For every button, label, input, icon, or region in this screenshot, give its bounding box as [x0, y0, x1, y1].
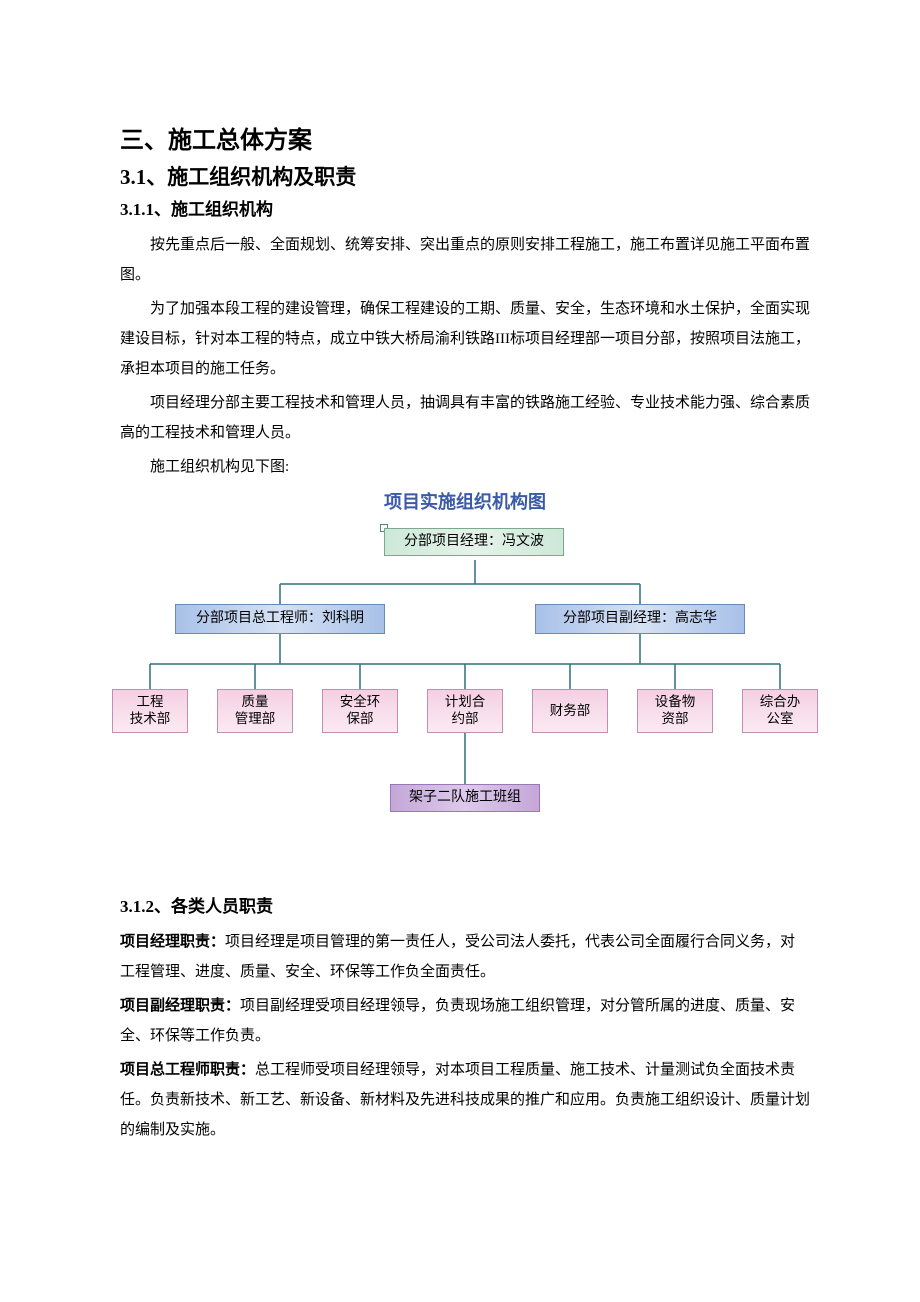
org-dept-6-l1: 综合办: [760, 694, 801, 711]
resp-item-2: 项目总工程师职责：总工程师受项目经理领导，对本项目工程质量、施工技术、计量测试负…: [120, 1055, 810, 1145]
org-node-chief-engineer: 分部项目总工程师：刘科明: [175, 604, 385, 634]
heading-3-1-1: 3.1.1、施工组织机构: [120, 195, 810, 220]
paragraph-3: 项目经理分部主要工程技术和管理人员，抽调具有丰富的铁路施工经验、专业技术能力强、…: [120, 388, 810, 448]
org-node-deputy-manager: 分部项目副经理：高志华: [535, 604, 745, 634]
resp-label-1: 项目副经理职责：: [120, 998, 240, 1014]
org-chart: 分部项目经理：冯文波 分部项目总工程师：刘科明 分部项目副经理：高志华 工程 技…: [120, 524, 810, 864]
resp-item-0: 项目经理职责：项目经理是项目管理的第一责任人，受公司法人委托，代表公司全面履行合…: [120, 927, 810, 987]
org-dept-4: 财务部: [532, 689, 608, 733]
resp-label-2: 项目总工程师职责：: [120, 1062, 255, 1078]
org-dept-2-l1: 安全环: [340, 694, 381, 711]
org-node-deputy-manager-label: 分部项目副经理：高志华: [563, 610, 717, 628]
org-node-root: 分部项目经理：冯文波: [384, 528, 564, 556]
org-dept-0: 工程 技术部: [112, 689, 188, 733]
org-node-chief-engineer-label: 分部项目总工程师：刘科明: [196, 610, 364, 628]
org-node-root-label: 分部项目经理：冯文波: [404, 533, 544, 551]
org-dept-5-l1: 设备物: [655, 694, 696, 711]
org-dept-3: 计划合 约部: [427, 689, 503, 733]
org-dept-1-l2: 管理部: [235, 711, 276, 728]
org-dept-2: 安全环 保部: [322, 689, 398, 733]
paragraph-2: 为了加强本段工程的建设管理，确保工程建设的工期、质量、安全，生态环境和水土保护，…: [120, 294, 810, 384]
paragraph-4: 施工组织机构见下图:: [120, 452, 810, 482]
org-dept-0-l2: 技术部: [130, 711, 171, 728]
document-page: 三、施工总体方案 3.1、施工组织机构及职责 3.1.1、施工组织机构 按先重点…: [0, 0, 920, 1302]
heading-level-2: 3.1、施工组织机构及职责: [120, 161, 810, 191]
org-node-team-label: 架子二队施工班组: [409, 789, 521, 807]
paragraph-1: 按先重点后一般、全面规划、统筹安排、突出重点的原则安排工程施工，施工布置详见施工…: [120, 230, 810, 290]
org-dept-6: 综合办 公室: [742, 689, 818, 733]
heading-level-1: 三、施工总体方案: [120, 120, 810, 155]
org-dept-0-l1: 工程: [137, 694, 164, 711]
responsibilities: 项目经理职责：项目经理是项目管理的第一责任人，受公司法人委托，代表公司全面履行合…: [120, 927, 810, 1145]
resp-label-0: 项目经理职责：: [120, 934, 225, 950]
org-dept-3-l2: 约部: [452, 711, 479, 728]
org-node-team: 架子二队施工班组: [390, 784, 540, 812]
heading-3-1-2: 3.1.2、各类人员职责: [120, 892, 810, 917]
org-dept-5: 设备物 资部: [637, 689, 713, 733]
org-dept-5-l2: 资部: [662, 711, 689, 728]
org-dept-6-l2: 公室: [767, 711, 794, 728]
org-chart-title: 项目实施组织机构图: [120, 488, 810, 514]
org-dept-2-l2: 保部: [347, 711, 374, 728]
org-dept-3-l1: 计划合: [445, 694, 486, 711]
org-node-root-wrap: 分部项目经理：冯文波: [380, 524, 388, 532]
org-dept-1-l1: 质量: [242, 694, 269, 711]
resp-item-1: 项目副经理职责：项目副经理受项目经理领导，负责现场施工组织管理，对分管所属的进度…: [120, 991, 810, 1051]
org-dept-4-l2: 财务部: [550, 703, 591, 720]
org-dept-1: 质量 管理部: [217, 689, 293, 733]
